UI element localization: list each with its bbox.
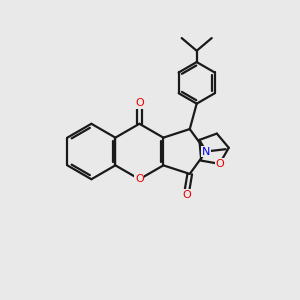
Text: O: O xyxy=(215,159,224,169)
Text: N: N xyxy=(202,146,210,157)
Text: O: O xyxy=(135,174,144,184)
Text: O: O xyxy=(182,190,191,200)
Text: O: O xyxy=(135,98,144,108)
